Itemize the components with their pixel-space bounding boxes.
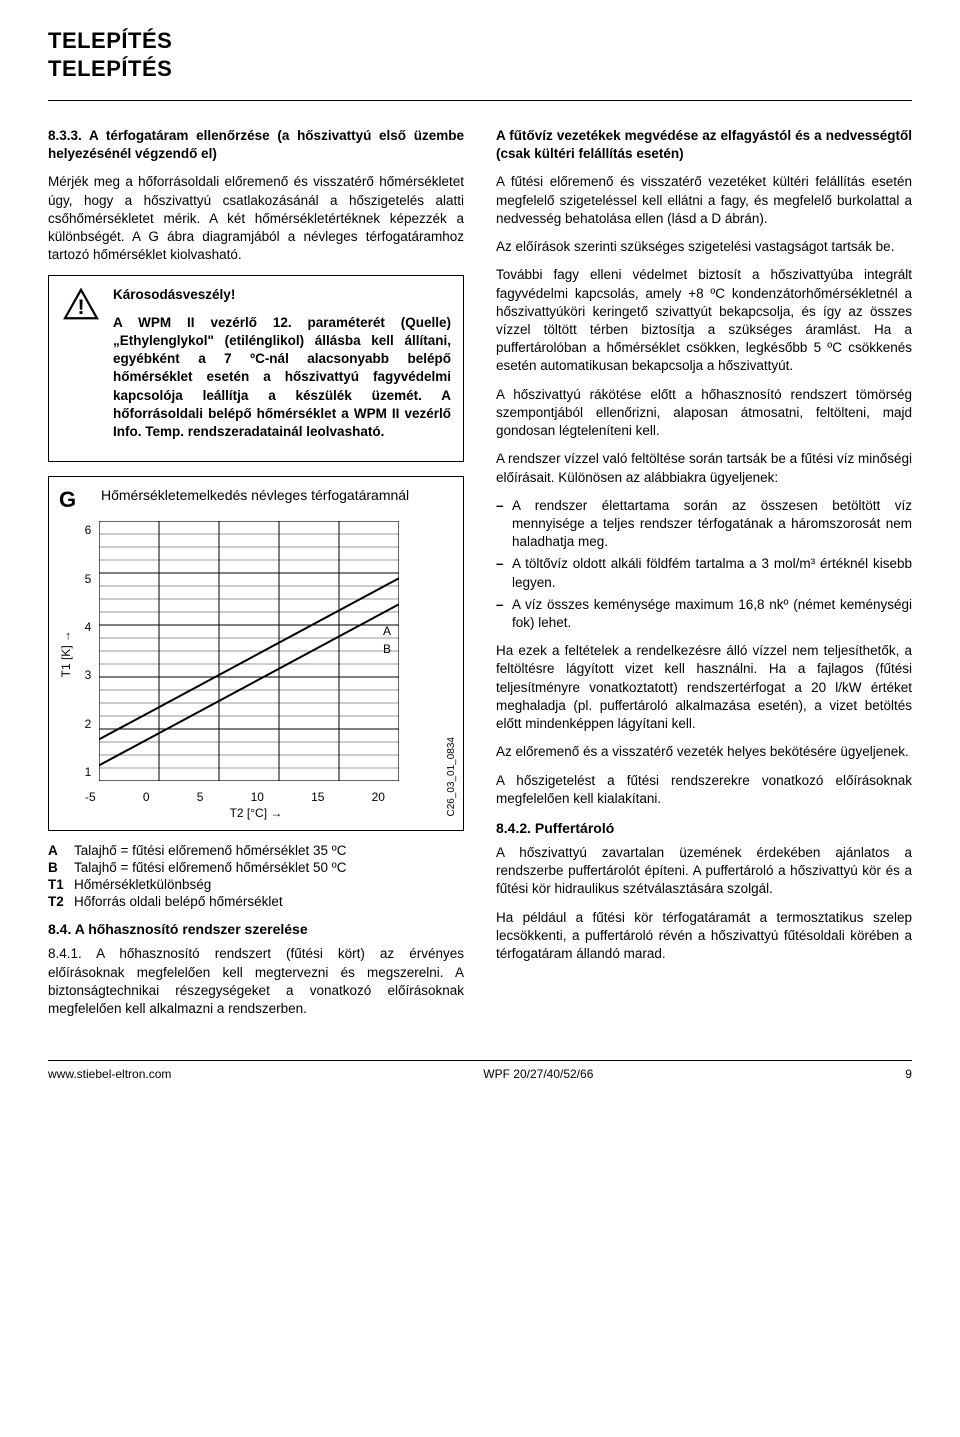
footer-center: WPF 20/27/40/52/66 — [483, 1067, 593, 1081]
legend-row: BTalajhő = fűtési előremenő hőmérséklet … — [48, 860, 464, 875]
right-p10: Ha például a fűtési kör térfogatáramát a… — [496, 909, 912, 964]
page-header-1: TELEPÍTÉS — [48, 28, 912, 54]
warning-triangle-icon: ! — [61, 286, 101, 452]
y-axis-label: T1 [K] → — [59, 630, 73, 677]
right-p6: Ha ezek a feltételek a rendelkezésre áll… — [496, 642, 912, 733]
page-footer: www.stiebel-eltron.com WPF 20/27/40/52/6… — [48, 1067, 912, 1081]
warning-title: Károsodásveszély! — [113, 286, 451, 304]
right-p8: A hőszigetelést a fűtési rendszerekre vo… — [496, 772, 912, 808]
right-p4: A hőszivattyú rákötése előtt a hőhasznos… — [496, 386, 912, 441]
page-header-2: TELEPÍTÉS — [48, 56, 912, 82]
right-p9: A hőszivattyú zavartalan üzemének érdeké… — [496, 844, 912, 899]
right-p7: Az előremenő és a visszatérő vezeték hel… — [496, 743, 912, 761]
series-labels: A B — [383, 622, 391, 658]
right-p3: További fagy elleni védelmet biztosít a … — [496, 266, 912, 375]
chart-legend: ATalajhő = fűtési előremenő hőmérséklet … — [48, 843, 464, 909]
svg-text:!: ! — [77, 294, 84, 318]
legend-row: T1Hőmérsékletkülönbség — [48, 877, 464, 892]
chart-g: G Hőmérsékletemelkedés névleges térfogat… — [48, 476, 464, 831]
section-8-3-3-heading: 8.3.3. A térfogatáram ellenőrzése (a hős… — [48, 127, 464, 163]
right-p5: A rendszer vízzel való feltöltése során … — [496, 450, 912, 486]
bullet-list: –A rendszer élettartama során az összese… — [496, 497, 912, 633]
right-column: A fűtővíz vezetékek megvédése az elfagyá… — [496, 127, 912, 1028]
x-tick-labels: -505101520 — [85, 790, 385, 804]
section-8-3-3-body: Mérjék meg a hőforrásoldali előremenő és… — [48, 173, 464, 264]
footer-rule — [48, 1060, 912, 1061]
right-p1: A fűtési előremenő és visszatérő vezeték… — [496, 173, 912, 228]
right-p2: Az előírások szerinti szükséges szigetel… — [496, 238, 912, 256]
section-8-4-heading: 8.4. A hőhasznosító rendszer szerelése — [48, 921, 464, 937]
legend-row: ATalajhő = fűtési előremenő hőmérséklet … — [48, 843, 464, 858]
list-item: –A töltővíz oldott alkáli földfém tartal… — [496, 555, 912, 591]
warning-body: A WPM II vezérlő 12. paraméterét (Quelle… — [113, 314, 451, 442]
footer-left: www.stiebel-eltron.com — [48, 1067, 171, 1081]
left-column: 8.3.3. A térfogatáram ellenőrzése (a hős… — [48, 127, 464, 1028]
chart-plot: A B — [99, 521, 399, 786]
list-item: –A víz összes keménysége maximum 16,8 nk… — [496, 596, 912, 632]
chart-title: Hőmérsékletemelkedés névleges térfogatár… — [101, 487, 409, 503]
list-item: –A rendszer élettartama során az összese… — [496, 497, 912, 552]
warning-box: ! Károsodásveszély! A WPM II vezérlő 12.… — [48, 275, 464, 463]
x-axis-label: T2 [°C] → — [59, 806, 453, 820]
section-8-4-1-body: 8.4.1. A hőhasznosító rendszert (fűtési … — [48, 945, 464, 1018]
chart-badge: G — [59, 487, 89, 513]
image-code: C26_03_01_0834 — [446, 737, 457, 817]
y-tick-labels: 654321 — [77, 521, 99, 781]
right-heading: A fűtővíz vezetékek megvédése az elfagyá… — [496, 127, 912, 163]
footer-right: 9 — [905, 1067, 912, 1081]
section-8-4-2-heading: 8.4.2. Puffertároló — [496, 820, 912, 836]
header-rule — [48, 100, 912, 101]
legend-row: T2Hőforrás oldali belépő hőmérséklet — [48, 894, 464, 909]
